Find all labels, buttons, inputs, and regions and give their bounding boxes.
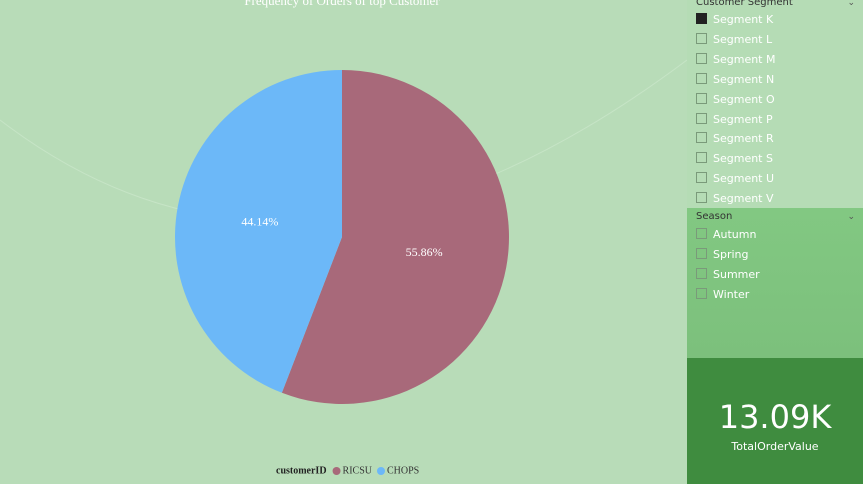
legend-label: CHOPS — [387, 465, 419, 476]
pie-slice — [175, 70, 342, 393]
checkbox — [696, 287, 707, 299]
card-label: TotalOrderValue — [731, 440, 819, 453]
slicer-title: Season — [696, 211, 733, 222]
slicer-item[interactable]: Segment O — [696, 92, 775, 107]
slicer-item[interactable]: Segment M — [696, 52, 776, 67]
slicer-item[interactable]: Segment N — [696, 72, 775, 87]
slicer-item[interactable]: Segment U — [696, 172, 774, 186]
legend-title: customerID — [276, 465, 327, 476]
checkbox — [696, 112, 707, 124]
checkbox — [696, 228, 707, 239]
pie-chart: Frequency of Orders of top Customer 55.8… — [0, 0, 687, 476]
data-label: 44.14% — [241, 214, 278, 228]
item-label: Autumn — [713, 228, 757, 241]
item-label: Segment L — [713, 32, 773, 46]
item-label: Segment V — [713, 192, 774, 206]
checkbox — [696, 13, 707, 24]
item-label: Segment O — [713, 92, 775, 106]
item-label: Segment U — [713, 172, 775, 186]
slicer-item[interactable]: Spring — [696, 247, 749, 262]
slicer-item[interactable]: Segment R — [696, 132, 774, 146]
slicer-item[interactable]: Segment P — [696, 112, 773, 127]
pie-slice — [281, 70, 509, 404]
item-label: Segment S — [713, 152, 773, 166]
chart-title: Frequency of Orders of top Customer — [244, 0, 440, 8]
checkbox — [696, 152, 707, 164]
kpi-card: 13.09K TotalOrderValue — [687, 358, 863, 484]
legend-marker — [377, 467, 385, 475]
checkbox — [696, 72, 707, 84]
item-label: Segment R — [713, 132, 774, 146]
checkbox — [696, 247, 707, 259]
slicer-item[interactable]: Summer — [696, 267, 760, 282]
legend-label: RICSU — [343, 465, 373, 476]
slicer-title: Customer Segment — [696, 0, 793, 8]
data-label: 55.86% — [406, 245, 443, 259]
legend-marker — [332, 467, 341, 475]
item-label: Segment P — [713, 112, 773, 126]
slicer-item[interactable]: Segment S — [696, 152, 773, 166]
slicer-item[interactable]: Segment K — [696, 13, 773, 27]
checkbox — [696, 32, 707, 44]
side-panel: Customer Segment ⌄ Segment K Segment L Segme… — [687, 0, 863, 484]
checkbox — [696, 267, 707, 279]
checkbox — [696, 192, 707, 204]
checkbox — [696, 172, 707, 184]
checkbox — [696, 92, 707, 104]
slicer: Season ⌄ Autumn Spring Summer Winter — [687, 208, 863, 358]
collapse-icon[interactable]: ⌄ — [847, 0, 855, 8]
item-label: Spring — [713, 247, 749, 261]
slicer-item[interactable]: Segment L — [696, 32, 773, 47]
item-label: Segment M — [713, 52, 776, 66]
collapse-icon[interactable]: ⌄ — [847, 212, 855, 222]
slicer-item[interactable]: Autumn — [696, 228, 756, 242]
slicer-item[interactable]: Winter — [696, 287, 750, 302]
slicer-item[interactable]: Segment V — [696, 192, 774, 206]
item-label: Segment K — [713, 13, 774, 26]
checkbox — [696, 52, 707, 64]
card-value: 13.09K — [718, 398, 832, 436]
slicer: Customer Segment ⌄ Segment K Segment L Segme… — [687, 0, 863, 208]
item-label: Summer — [713, 267, 760, 281]
item-label: Segment N — [713, 72, 775, 86]
checkbox — [696, 132, 707, 144]
item-label: Winter — [713, 287, 750, 301]
